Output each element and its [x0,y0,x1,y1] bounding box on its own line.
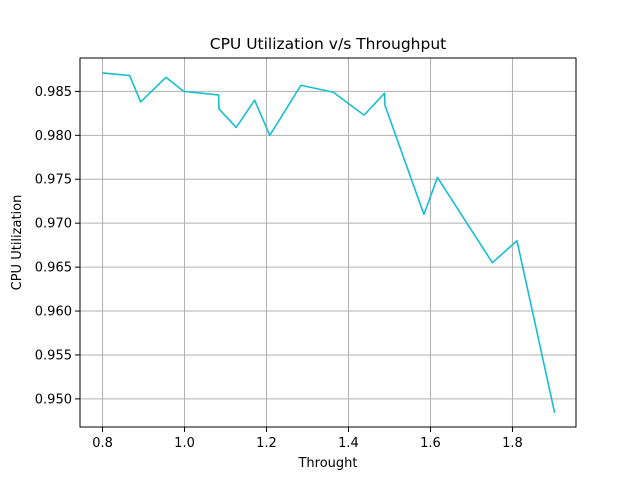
x-tick-label: 0.8 [92,436,113,451]
y-tick-label: 0.965 [35,261,72,276]
y-tick-label: 0.970 [35,217,72,232]
x-axis: 0.8 1.0 1.2 1.4 1.6 1.8 [92,427,523,451]
x-tick-label: 1.8 [502,436,523,451]
y-axis-title: CPU Utilization [10,195,25,291]
plot-frame [79,57,577,428]
y-tick-label: 0.960 [35,305,72,320]
y-tick-label: 0.985 [35,85,72,100]
grid [80,58,576,427]
y-tick-label: 0.955 [35,348,72,363]
y-tick-label: 0.980 [35,129,72,144]
y-tick-label: 0.950 [35,392,72,407]
series-line [102,72,556,414]
x-axis-title: Throught [297,456,357,471]
x-tick-label: 1.2 [256,436,277,451]
y-axis: 0.950 0.955 0.960 0.965 0.970 0.975 0.980 0.985 [35,85,80,407]
y-tick-label: 0.975 [35,173,72,188]
series-layer [102,72,556,414]
x-tick-label: 1.4 [338,436,359,451]
x-tick-label: 1.6 [420,436,441,451]
x-tick-label: 1.0 [174,436,195,451]
chart-title: CPU Utilization v/s Throughput [210,35,446,53]
